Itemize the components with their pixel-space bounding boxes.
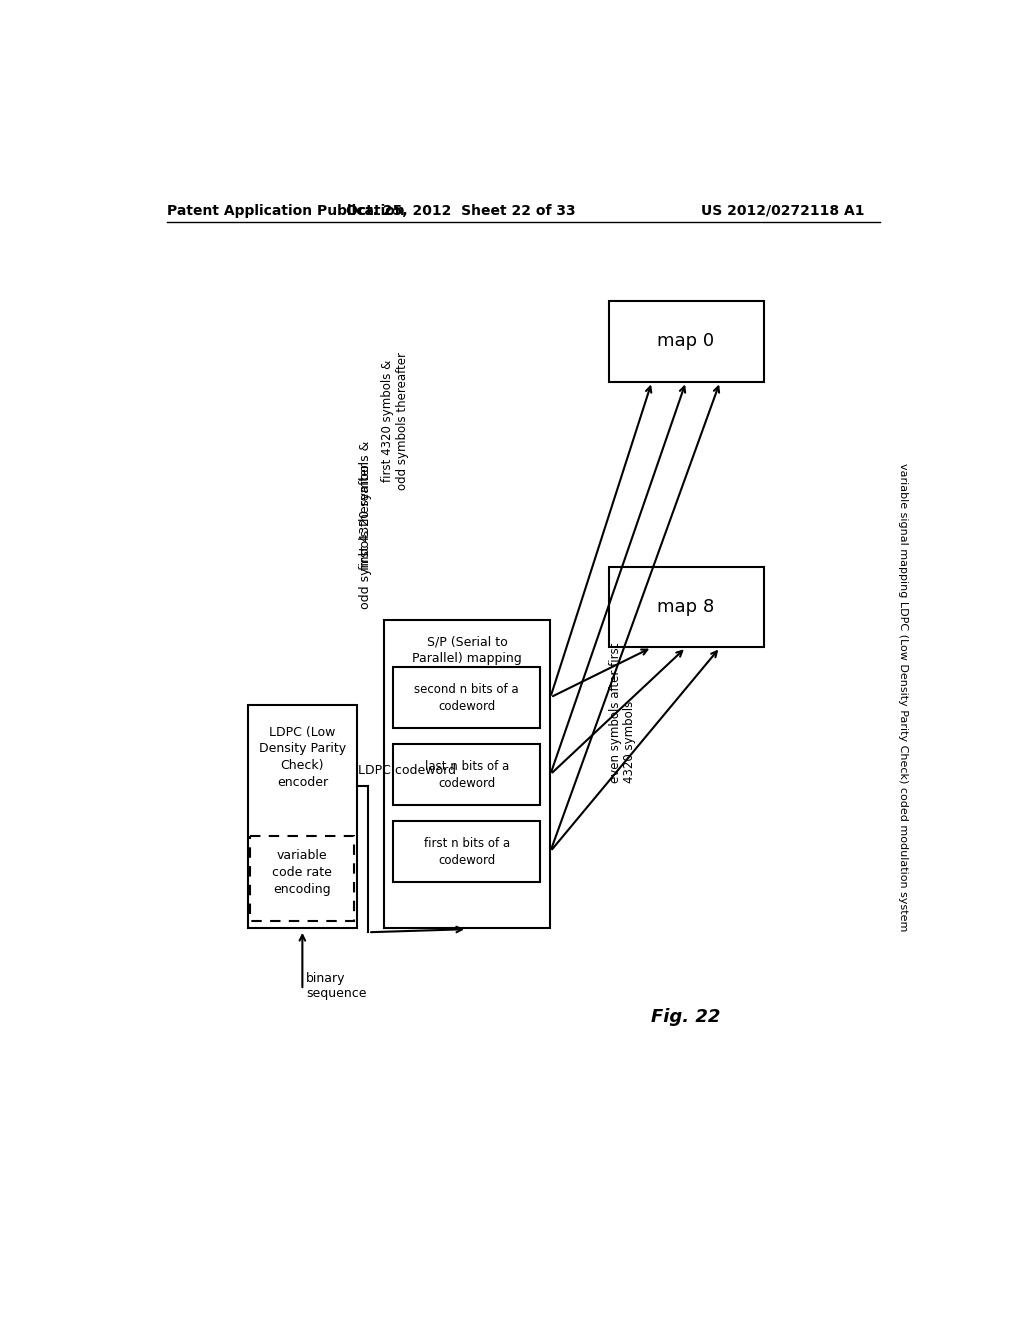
Text: codeword: codeword — [438, 854, 496, 867]
Text: Density Parity: Density Parity — [259, 742, 346, 755]
Text: variable: variable — [278, 849, 328, 862]
Bar — [608, 566, 764, 647]
Text: encoding: encoding — [273, 883, 331, 896]
Text: variable signal mapping LDPC (Low Density Parity Check) coded modulation system: variable signal mapping LDPC (Low Densit… — [898, 463, 908, 932]
Text: map 8: map 8 — [657, 598, 715, 616]
Bar — [384, 620, 550, 928]
Text: map 0: map 0 — [657, 333, 715, 350]
Text: binary: binary — [306, 972, 346, 985]
Bar — [393, 821, 541, 882]
Text: codeword: codeword — [438, 777, 496, 791]
Text: LDPC (Low: LDPC (Low — [269, 726, 336, 739]
Text: encoder: encoder — [276, 776, 328, 789]
Text: LDPC codeword: LDPC codeword — [358, 764, 456, 776]
Bar — [608, 301, 764, 381]
Bar — [248, 705, 356, 928]
Text: first 4320 symbols &
odd symbols thereafter: first 4320 symbols & odd symbols thereaf… — [381, 351, 410, 490]
Text: first n bits of a: first n bits of a — [424, 837, 510, 850]
Text: S/P (Serial to: S/P (Serial to — [427, 635, 508, 648]
Text: odd symbols thereafter: odd symbols thereafter — [359, 463, 372, 609]
Bar — [393, 667, 541, 729]
Text: Parallel) mapping: Parallel) mapping — [413, 652, 522, 665]
Text: second n bits of a: second n bits of a — [415, 684, 519, 696]
Bar — [393, 743, 541, 805]
Text: Oct. 25, 2012  Sheet 22 of 33: Oct. 25, 2012 Sheet 22 of 33 — [346, 203, 577, 218]
Text: even symbols after first
4320 symbols: even symbols after first 4320 symbols — [608, 643, 637, 783]
Text: Fig. 22: Fig. 22 — [651, 1008, 721, 1026]
Text: Patent Application Publication: Patent Application Publication — [167, 203, 404, 218]
Text: first 4320 symbols &: first 4320 symbols & — [359, 440, 372, 570]
Text: last n bits of a: last n bits of a — [425, 760, 509, 774]
Text: sequence: sequence — [306, 987, 367, 1001]
Text: code rate: code rate — [272, 866, 333, 879]
Bar — [251, 836, 354, 921]
Text: codeword: codeword — [438, 700, 496, 713]
Text: Check): Check) — [281, 759, 325, 772]
Text: US 2012/0272118 A1: US 2012/0272118 A1 — [700, 203, 864, 218]
